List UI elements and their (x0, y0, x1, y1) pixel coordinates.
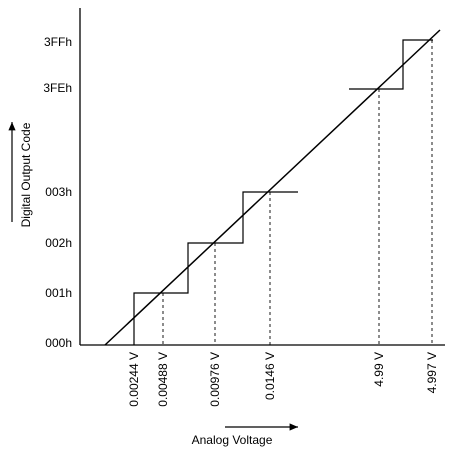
x-label: 0.00488 V (156, 352, 170, 407)
axes (79, 8, 445, 346)
y-label: 000h (45, 336, 72, 350)
ideal-line (104, 29, 441, 346)
x-label: 0.00976 V (208, 352, 222, 407)
x-axis-title: Analog Voltage (192, 433, 273, 447)
x-label: 0.00244 V (127, 352, 141, 407)
y-axis-title: Digital Output Code (19, 122, 33, 227)
y-label: 001h (45, 286, 72, 300)
x-labels: 0.00244 V 0.00488 V 0.00976 V 0.0146 V 4… (127, 352, 439, 407)
x-label: 0.0146 V (263, 352, 277, 400)
y-label: 002h (45, 236, 72, 250)
x-label: 4.997 V (425, 352, 439, 393)
y-label: 003h (45, 185, 72, 199)
x-label: 4.99 V (372, 352, 386, 387)
staircase (133, 39, 433, 345)
dashed-guides (162, 40, 433, 345)
y-label: 3FEh (43, 81, 72, 95)
y-label: 3FFh (44, 35, 72, 49)
y-labels: 3FFh 3FEh 003h 002h 001h 000h (43, 35, 72, 350)
